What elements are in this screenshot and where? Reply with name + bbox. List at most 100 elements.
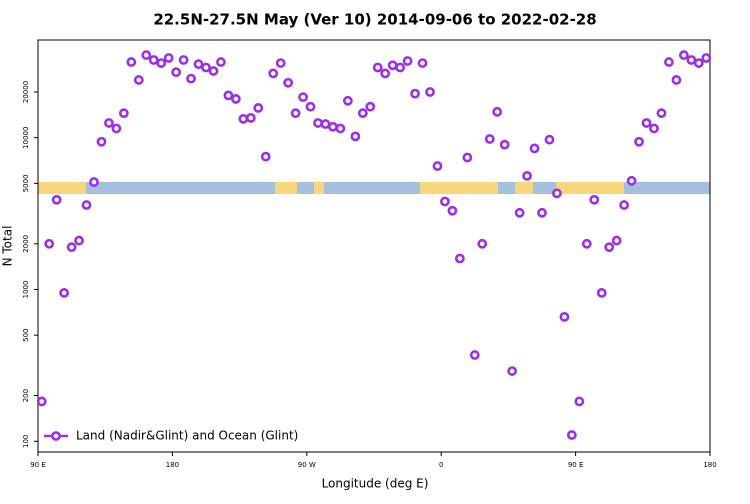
x-tick-label: 90 E	[568, 461, 584, 469]
data-point	[156, 58, 167, 68]
data-point	[290, 108, 301, 119]
x-tick-label: 90 E	[30, 461, 46, 469]
data-point	[410, 88, 420, 99]
data-point	[693, 58, 704, 68]
y-tick-label: 1000	[22, 281, 30, 299]
data-point	[454, 253, 465, 264]
data-point	[320, 119, 331, 129]
data-point	[649, 123, 659, 134]
data-point	[604, 242, 615, 253]
data-point	[380, 68, 391, 79]
data-point	[350, 131, 361, 142]
data-point	[59, 287, 70, 298]
data-point	[171, 67, 182, 78]
ocean-band	[38, 182, 710, 194]
data-point	[402, 56, 413, 66]
data-point	[522, 171, 532, 181]
data-point	[440, 196, 450, 207]
data-point	[566, 430, 577, 440]
data-point	[365, 101, 376, 112]
x-axis-label: Longitude (deg E)	[322, 477, 429, 491]
data-point	[335, 123, 346, 134]
y-tick-label: 2000	[22, 235, 30, 253]
data-point	[275, 58, 286, 68]
y-tick-label: 100	[22, 435, 30, 448]
land-ocean-strip	[38, 182, 710, 194]
data-point	[44, 238, 55, 249]
y-tick-label: 500	[22, 328, 30, 341]
land-band	[515, 182, 533, 194]
data-point	[432, 161, 443, 171]
data-point	[596, 287, 607, 298]
data-point	[81, 200, 92, 210]
data-point	[701, 53, 712, 63]
data-point	[469, 350, 480, 360]
data-point	[678, 50, 689, 60]
plot-frame	[37, 39, 711, 453]
data-point	[186, 73, 196, 84]
data-point	[499, 139, 510, 150]
data-point	[66, 242, 77, 253]
data-point	[260, 151, 271, 162]
data-point	[201, 62, 211, 73]
data-point	[671, 75, 682, 85]
data-point	[133, 75, 144, 85]
data-point	[372, 62, 383, 73]
y-tick-label: 5000	[22, 174, 30, 192]
data-point	[641, 118, 652, 128]
data-point	[529, 143, 540, 154]
data-point	[447, 205, 458, 216]
data-point	[462, 152, 473, 163]
data-point	[686, 55, 697, 65]
y-tick-label: 10000	[22, 127, 30, 149]
data-point	[283, 77, 294, 88]
data-point	[581, 238, 592, 249]
data-point	[611, 235, 622, 246]
data-point	[507, 366, 518, 376]
data-point	[298, 92, 308, 103]
data-point	[36, 396, 47, 407]
data-point	[634, 136, 644, 147]
land-band	[556, 182, 624, 194]
data-point	[328, 121, 338, 132]
x-tick-label: 180	[703, 461, 716, 469]
data-point	[223, 90, 234, 101]
y-tick-label: 20000	[22, 81, 30, 103]
data-point	[216, 57, 226, 67]
data-point	[74, 235, 84, 246]
data-point	[245, 112, 256, 123]
land-band	[314, 182, 324, 194]
land-band	[38, 182, 86, 194]
data-point	[111, 123, 122, 134]
data-point	[178, 55, 189, 65]
data-point	[96, 136, 107, 147]
legend-label: Land (Nadir&Glint) and Ocean (Glint)	[76, 429, 298, 443]
data-point	[387, 60, 398, 71]
data-point	[574, 396, 585, 407]
data-point	[193, 59, 204, 70]
data-point	[656, 108, 667, 119]
data-point	[148, 55, 159, 65]
data-point	[492, 106, 503, 117]
land-band	[420, 182, 498, 194]
data-point	[664, 57, 674, 67]
data-point	[253, 103, 264, 113]
data-point	[141, 50, 152, 60]
y-axis-label: N Total	[1, 226, 15, 267]
data-point	[537, 207, 547, 218]
x-tick-label: 90 W	[298, 461, 316, 469]
chart-title: 22.5N-27.5N May (Ver 10) 2014-09-06 to 2…	[153, 11, 596, 29]
land-band	[275, 182, 297, 194]
x-tick-label: 180	[166, 461, 179, 469]
data-point	[357, 108, 368, 119]
data-point	[268, 68, 279, 79]
data-point	[514, 207, 525, 218]
data-point	[238, 113, 249, 124]
data-point	[619, 200, 630, 210]
data-point	[230, 94, 241, 104]
data-point	[208, 66, 219, 76]
data-point	[477, 238, 488, 249]
data-point	[104, 118, 114, 128]
